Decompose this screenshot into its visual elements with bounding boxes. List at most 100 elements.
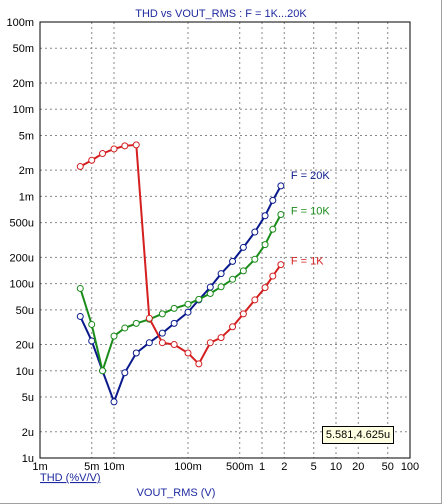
data-point bbox=[170, 304, 178, 312]
data-point bbox=[76, 163, 84, 171]
cursor-readout: 5.581,4.625u bbox=[322, 426, 394, 444]
data-point bbox=[99, 150, 107, 158]
data-point bbox=[121, 369, 129, 377]
x-tick-labels: 1m 5m 10m 100m 500m 1 2 5 10 20 50 100 bbox=[32, 461, 419, 473]
y-tick-label: 1m bbox=[19, 191, 34, 203]
y-tick-label: 50u bbox=[16, 305, 34, 317]
data-point bbox=[277, 261, 285, 269]
data-point bbox=[206, 339, 214, 347]
data-point bbox=[99, 367, 107, 375]
data-point bbox=[132, 349, 140, 357]
series-label: F = 1K bbox=[291, 256, 324, 268]
data-point bbox=[195, 295, 203, 303]
data-point bbox=[88, 337, 96, 345]
data-point bbox=[261, 284, 269, 292]
data-point bbox=[76, 312, 84, 320]
series-1: F = 20K bbox=[76, 170, 330, 406]
y-tick-label: 50m bbox=[13, 43, 34, 55]
y-tick-label: 20m bbox=[13, 78, 34, 90]
y-tick-label: 100m bbox=[6, 17, 34, 29]
y-tick-label: 2m bbox=[19, 165, 34, 177]
data-point bbox=[269, 196, 277, 204]
x-tick-label: 5 bbox=[311, 461, 317, 473]
x-tick-label: 10m bbox=[103, 461, 124, 473]
data-point bbox=[121, 142, 129, 150]
data-point bbox=[88, 320, 96, 328]
series-label: F = 10K bbox=[291, 206, 330, 218]
data-point bbox=[110, 145, 118, 153]
data-point bbox=[206, 283, 214, 291]
y-tick-label: 5u bbox=[22, 392, 34, 404]
series-3: F = 1K bbox=[76, 141, 324, 368]
data-point bbox=[217, 334, 225, 342]
data-point bbox=[145, 314, 153, 322]
x-tick-label: 50 bbox=[382, 461, 394, 473]
data-point bbox=[269, 225, 277, 233]
data-point bbox=[145, 339, 153, 347]
data-point bbox=[184, 349, 192, 357]
x-tick-label: 2 bbox=[281, 461, 287, 473]
data-point bbox=[110, 398, 118, 406]
y-tick-label: 10u bbox=[16, 366, 34, 378]
data-point bbox=[261, 241, 269, 249]
data-point bbox=[184, 300, 192, 308]
y-tick-label: 100u bbox=[10, 279, 34, 291]
data-point bbox=[239, 310, 247, 318]
data-point bbox=[229, 275, 237, 283]
data-point bbox=[277, 182, 285, 190]
x-tick-label: 20 bbox=[352, 461, 364, 473]
y-tick-label: 20u bbox=[16, 340, 34, 352]
data-point bbox=[158, 310, 166, 318]
data-point bbox=[229, 323, 237, 331]
series-2: F = 10K bbox=[76, 206, 330, 375]
y-tick-label: 5m bbox=[19, 130, 34, 142]
x-tick-label: 100 bbox=[401, 461, 419, 473]
data-point bbox=[239, 243, 247, 251]
series-label: F = 20K bbox=[291, 170, 330, 182]
y-tick-label: 200u bbox=[10, 252, 34, 264]
data-point bbox=[110, 332, 118, 340]
data-point bbox=[88, 156, 96, 164]
series-line bbox=[79, 185, 282, 405]
data-point bbox=[121, 324, 129, 332]
y-axis-label: THD (%V/V) bbox=[40, 472, 101, 484]
data-point bbox=[132, 319, 140, 327]
x-tick-label: 100m bbox=[174, 461, 202, 473]
y-tick-label: 1u bbox=[22, 453, 34, 465]
data-point bbox=[158, 329, 166, 337]
x-axis-label: VOUT_RMS (V) bbox=[137, 487, 216, 499]
data-point bbox=[251, 255, 259, 263]
series-line bbox=[79, 143, 282, 366]
data-point bbox=[229, 257, 237, 265]
y-tick-labels: 100m 50m 20m 10m 5m 2m 1m 500u 200u 100u 50u 20u 10u… bbox=[6, 17, 34, 465]
data-point bbox=[217, 283, 225, 291]
grid bbox=[40, 22, 410, 458]
series-layer: F = 20K F = 10K F = 1K bbox=[76, 141, 330, 406]
x-tick-label: 5m bbox=[84, 461, 99, 473]
data-point bbox=[158, 339, 166, 347]
data-point bbox=[277, 211, 285, 219]
data-point bbox=[269, 272, 277, 280]
y-tick-label: 10m bbox=[13, 104, 34, 116]
data-point bbox=[184, 308, 192, 316]
data-point bbox=[170, 319, 178, 327]
data-point bbox=[195, 360, 203, 368]
data-point bbox=[239, 267, 247, 275]
x-tick-label: 500m bbox=[226, 461, 254, 473]
y-tick-label: 500u bbox=[10, 218, 34, 230]
data-point bbox=[76, 284, 84, 292]
data-point bbox=[132, 141, 140, 149]
data-point bbox=[170, 341, 178, 349]
plot-frame bbox=[39, 21, 411, 459]
data-point bbox=[217, 270, 225, 278]
data-point bbox=[206, 289, 214, 297]
y-tick-label: 2u bbox=[22, 427, 34, 439]
data-point bbox=[261, 212, 269, 220]
chart-title: THD vs VOUT_RMS : F = 1K...20K bbox=[135, 8, 307, 20]
data-point bbox=[251, 228, 259, 236]
x-tick-label: 1m bbox=[32, 461, 47, 473]
data-point bbox=[251, 296, 259, 304]
x-tick-label: 1 bbox=[259, 461, 265, 473]
